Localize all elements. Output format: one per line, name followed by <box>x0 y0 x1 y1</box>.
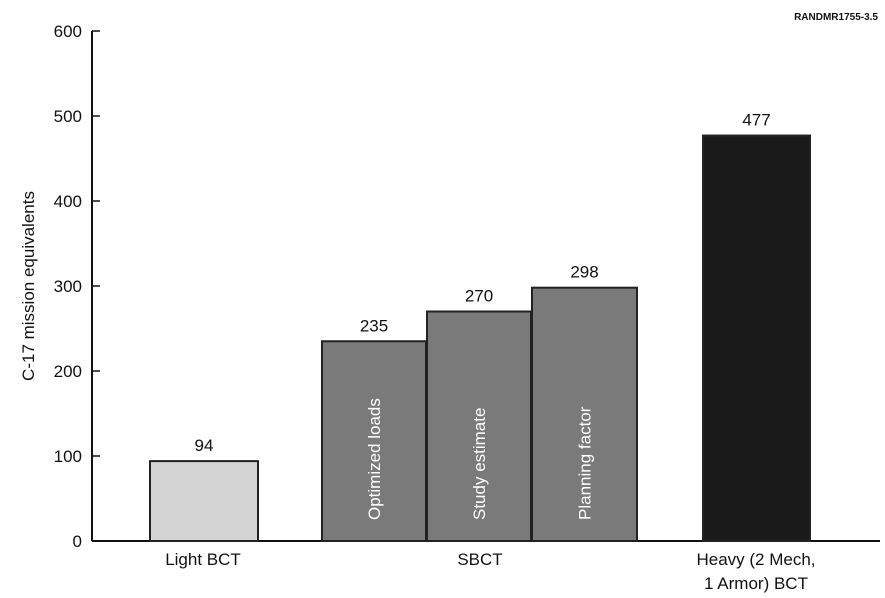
bar-value-label: 298 <box>570 263 598 282</box>
bar <box>531 286 638 543</box>
figure-credit: RANDMR1755-3.5 <box>794 12 878 23</box>
category-label: Light BCT <box>165 550 241 569</box>
bar-value-label: 270 <box>465 287 493 306</box>
bar-value-label: 94 <box>195 436 214 455</box>
bar <box>149 460 259 543</box>
y-tick-label: 100 <box>54 447 82 466</box>
bar-inner-label: Optimized loads <box>365 398 384 520</box>
category-label: SBCT <box>457 550 502 569</box>
y-tick-label: 600 <box>54 22 82 41</box>
bar-inner-label: Planning factor <box>576 406 595 520</box>
bar <box>702 134 811 543</box>
y-tick-label: 400 <box>54 192 82 211</box>
y-tick-label: 0 <box>73 532 82 551</box>
category-label: 1 Armor) BCT <box>704 574 808 593</box>
chart-bars: 94 Light BCT 235 Optimized loads 270 Study es… <box>149 111 816 593</box>
category-label: Heavy (2 Mech, <box>696 550 815 569</box>
y-tick-label: 500 <box>54 107 82 126</box>
y-tick-label: 200 <box>54 362 82 381</box>
bar-inner-label: Study estimate <box>470 408 489 520</box>
bar-value-label: 477 <box>742 111 770 130</box>
y-axis-label: C-17 mission equivalents <box>19 191 38 381</box>
y-tick-label: 300 <box>54 277 82 296</box>
bar-value-label: 235 <box>360 316 388 335</box>
